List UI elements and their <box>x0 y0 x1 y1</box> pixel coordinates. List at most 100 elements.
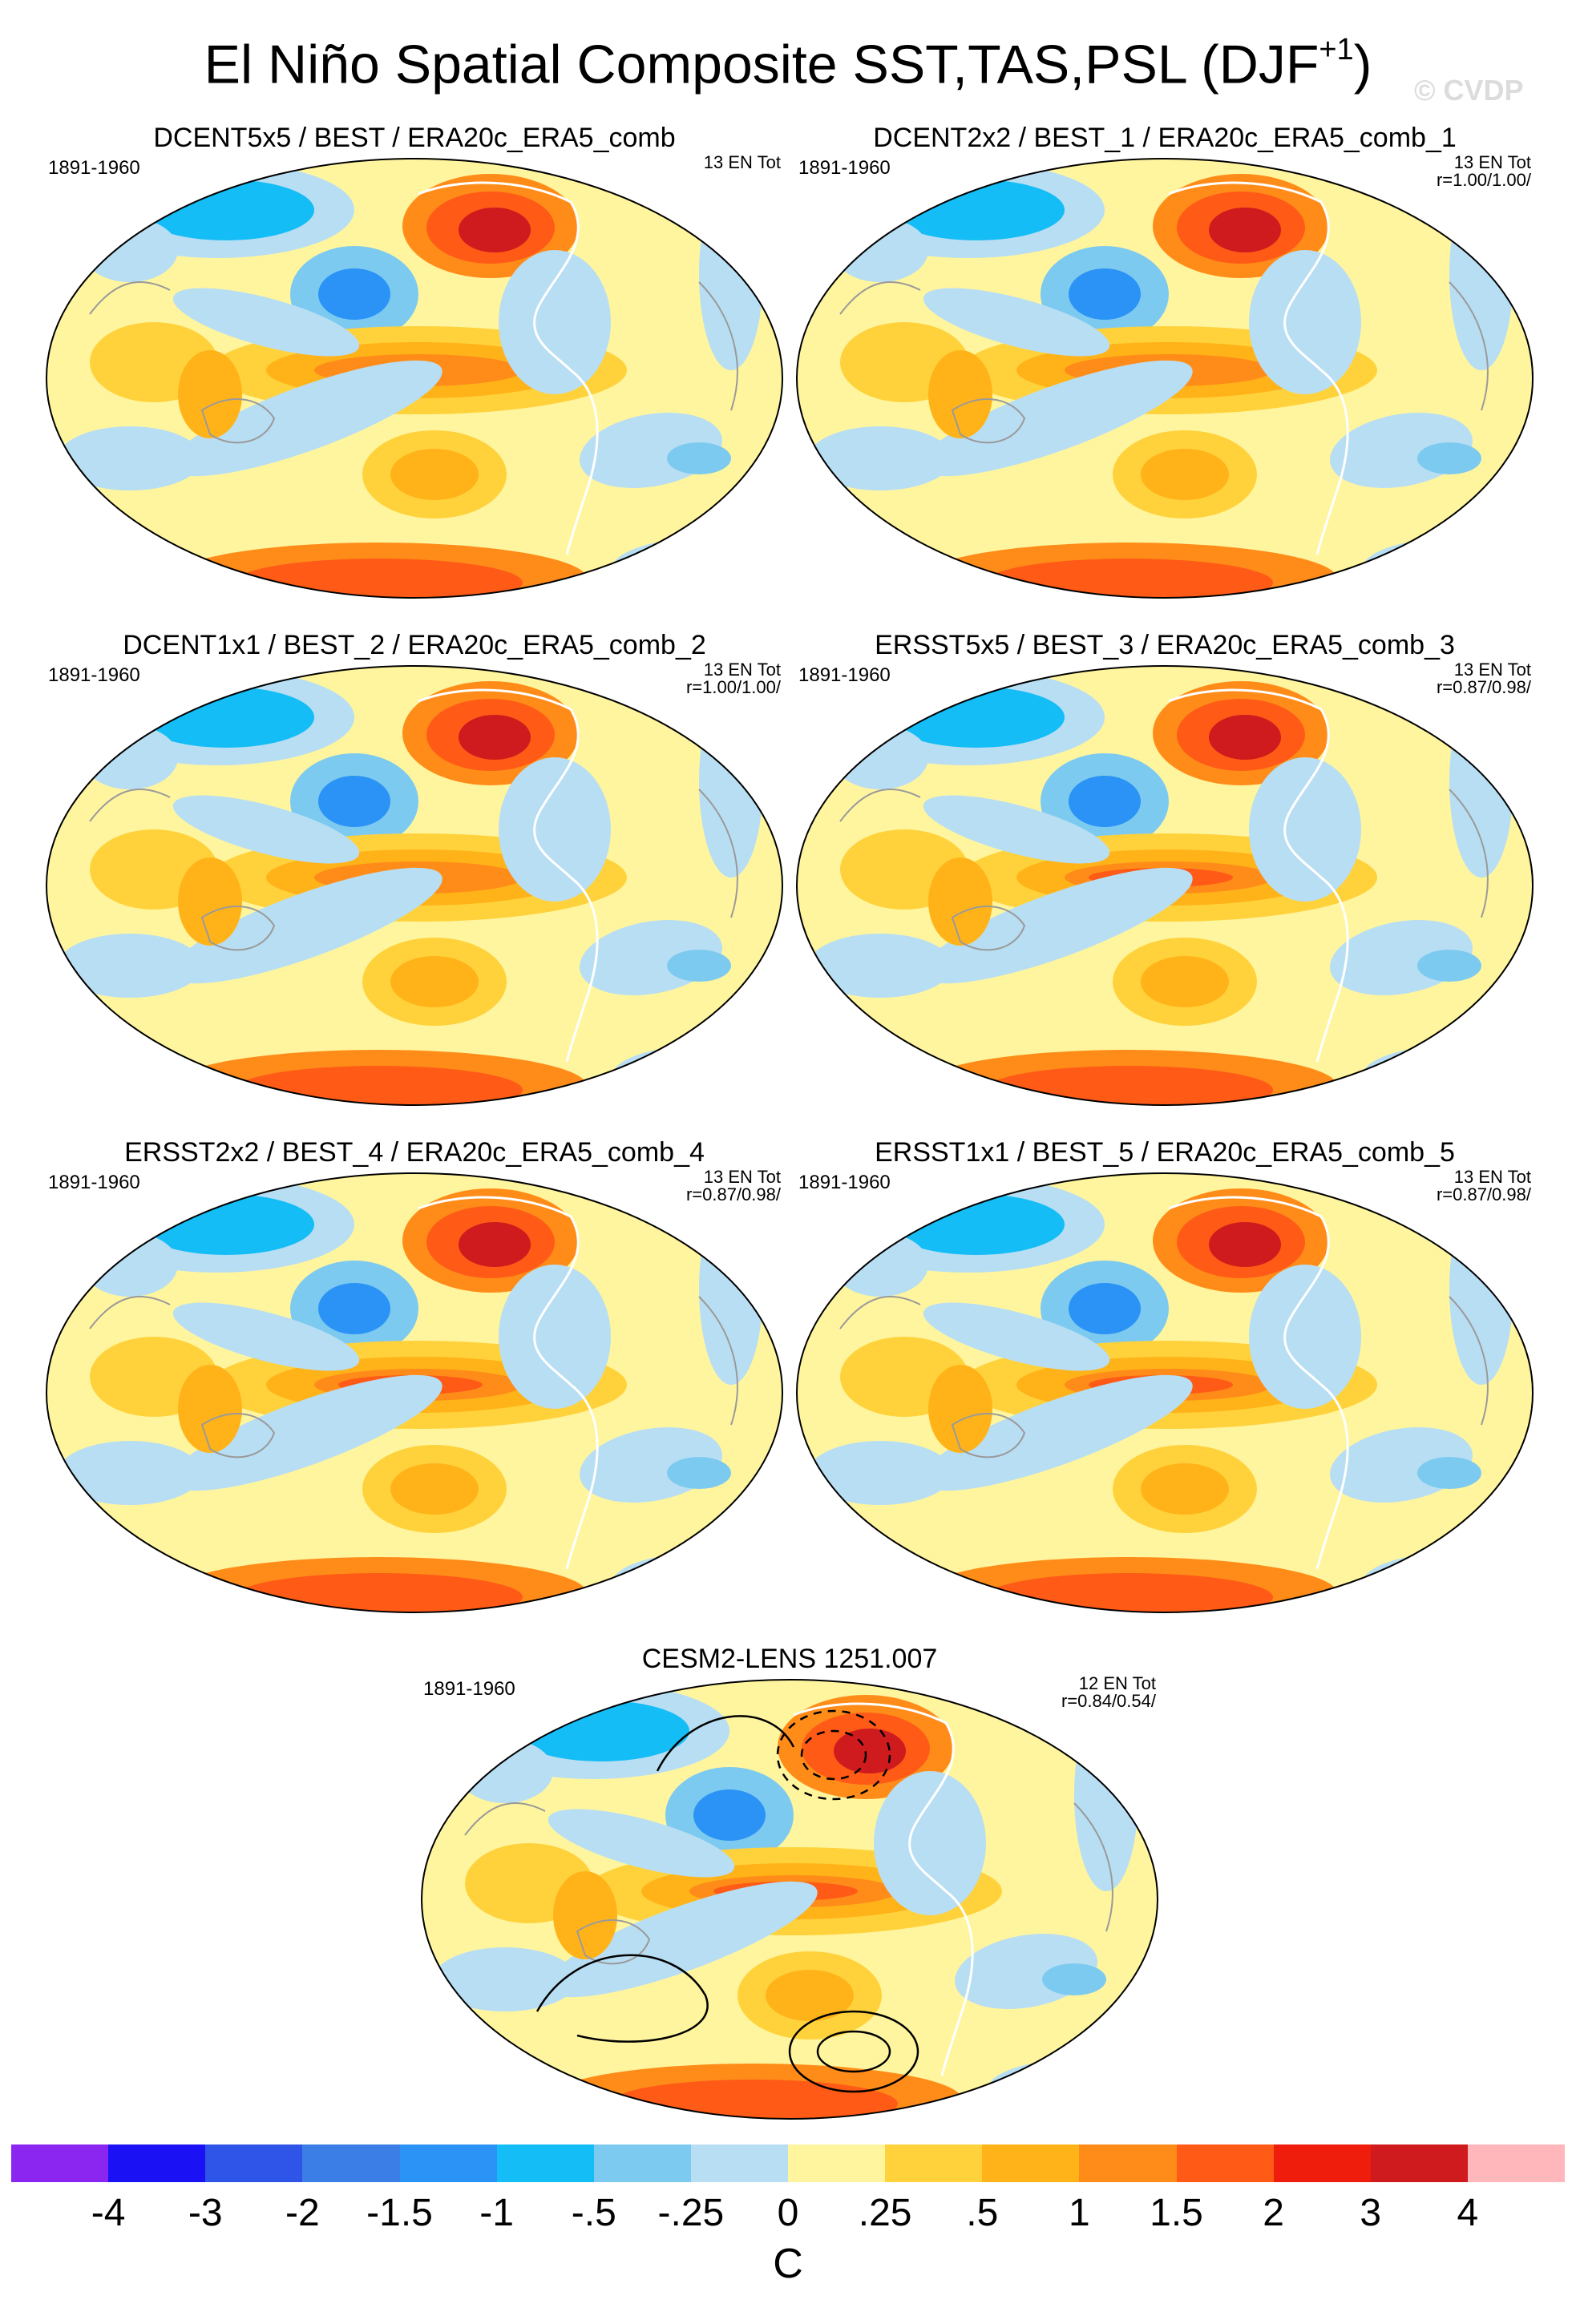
cool-patch <box>699 685 763 878</box>
psl-contour-positive <box>788 2010 919 2093</box>
cool-patch <box>923 795 1110 864</box>
colorbar-tick-label: -3 <box>188 2192 223 2234</box>
south-america-coast <box>940 1890 974 2076</box>
globe-outline <box>46 158 783 599</box>
psl-contour-negative <box>800 1729 867 1781</box>
panel-years: 1891-1960 <box>48 1172 140 1193</box>
cool-patch <box>667 442 731 474</box>
south-america-coast <box>1315 876 1349 1063</box>
cool-patch <box>611 1553 782 1612</box>
warm-patch <box>553 1871 617 1959</box>
north-america-coast <box>1168 1196 1330 1386</box>
south-america-coast <box>1315 1383 1349 1570</box>
panel-title: DCENT2x2 / BEST_1 / ERA20c_ERA5_comb_1 <box>873 123 1457 153</box>
globe-map <box>796 1172 1534 1613</box>
globe-outline <box>421 1679 1158 2120</box>
warm-patch <box>1209 1222 1281 1267</box>
map-panel: ERSST1x1 / BEST_5 / ERA20c_ERA5_comb_5 1… <box>792 1136 1538 1617</box>
colorbar-tick-label: -2 <box>285 2192 320 2234</box>
cool-patch <box>667 1457 731 1489</box>
cool-patch <box>172 1302 360 1371</box>
warm-patch <box>390 956 479 1007</box>
australia-coast <box>576 1919 651 1965</box>
cool-patch <box>457 1739 553 1803</box>
colorbar <box>11 2144 1565 2182</box>
warm-patch <box>178 350 242 438</box>
colorbar-swatch <box>1273 2144 1371 2182</box>
asia-coast <box>89 1296 171 1329</box>
panel-years: 1891-1960 <box>48 664 140 686</box>
north-america-coast <box>418 1196 580 1386</box>
colorbar-swatch <box>496 2144 594 2182</box>
cool-patch <box>1361 1046 1533 1105</box>
warm-patch <box>928 1365 992 1453</box>
event-count: 13 EN Tot <box>1453 660 1531 680</box>
south-america-coast <box>565 1383 599 1570</box>
event-count: 13 EN Tot <box>1453 152 1531 172</box>
cool-patch <box>1361 1553 1533 1612</box>
cool-patch <box>808 1441 952 1505</box>
cool-patch <box>1417 442 1481 474</box>
panel-stats: 13 EN Tot r=0.87/0.98/ <box>1437 661 1531 696</box>
colorbar-swatch <box>302 2144 400 2182</box>
warm-patch <box>1209 715 1281 760</box>
event-count: 13 EN Tot <box>1453 1167 1531 1187</box>
map-panel: ERSST5x5 / BEST_3 / ERA20c_ERA5_comb_3 1… <box>792 629 1538 1110</box>
africa-coast <box>698 281 738 411</box>
colorbar-swatch <box>1467 2144 1565 2182</box>
cool-patch <box>170 867 442 984</box>
warm-patch <box>178 857 242 946</box>
africa-coast <box>698 1296 738 1426</box>
asia-coast <box>89 789 171 822</box>
globe-map <box>46 1172 783 1613</box>
psl-contour-positive <box>816 2030 891 2073</box>
event-count: 13 EN Tot <box>703 660 781 680</box>
globe-map <box>796 158 1534 599</box>
cool-patch <box>920 867 1193 984</box>
cool-patch <box>318 776 390 827</box>
panel-stats: 12 EN Tot r=0.84/0.54/ <box>1061 1675 1156 1710</box>
panel-stats: 13 EN Tot r=0.87/0.98/ <box>1437 1168 1531 1204</box>
warm-patch <box>1141 449 1229 500</box>
panel-stats: 13 EN Tot r=0.87/0.98/ <box>686 1168 781 1204</box>
coastlines <box>89 1196 738 1570</box>
colorbar-swatch <box>205 2144 303 2182</box>
cool-patch <box>58 1441 202 1505</box>
cool-patch <box>920 1374 1193 1491</box>
cvdp-watermark: © CVDP <box>1414 74 1524 107</box>
event-count: 13 EN Tot <box>703 1167 781 1187</box>
anomaly-field <box>797 666 1533 1105</box>
cool-patch <box>832 725 928 789</box>
cool-patch <box>832 1233 928 1297</box>
colorbar-ticks: -4 -3 -2 -1.5 -1 -.5 -.25 0 .25 .5 1 1.5 2 3 4 <box>11 2191 1565 2239</box>
asia-coast <box>89 281 171 315</box>
panel-years: 1891-1960 <box>798 157 891 179</box>
warm-patch <box>1141 956 1229 1007</box>
cool-patch <box>832 218 928 282</box>
colorbar-tick-label: 3 <box>1360 2192 1382 2234</box>
cool-patch <box>499 757 611 902</box>
globe-outline <box>796 665 1534 1106</box>
colorbar-tick-label: -.25 <box>657 2192 725 2234</box>
africa-coast <box>1449 1296 1489 1426</box>
cool-patch <box>1069 1283 1141 1334</box>
colorbar-swatch <box>11 2144 109 2182</box>
globe-outline <box>796 158 1534 599</box>
colorbar-tick-label: -4 <box>91 2192 126 2234</box>
anomaly-field <box>797 1173 1533 1612</box>
pattern-correlation: r=0.87/0.98/ <box>1436 1184 1531 1204</box>
africa-coast <box>1073 1802 1113 1932</box>
cool-patch <box>82 725 178 789</box>
cool-patch <box>58 426 202 490</box>
north-america-coast <box>418 688 580 879</box>
cool-patch <box>1249 250 1361 394</box>
cool-patch <box>170 360 442 477</box>
cool-patch <box>699 178 763 370</box>
north-america-coast <box>793 1702 955 1893</box>
globe-map <box>421 1679 1158 2120</box>
cool-patch <box>1042 1963 1106 1995</box>
globe-map <box>46 158 783 599</box>
coastlines <box>839 181 1489 555</box>
warm-patch <box>1209 208 1281 252</box>
cool-patch <box>611 1046 782 1105</box>
